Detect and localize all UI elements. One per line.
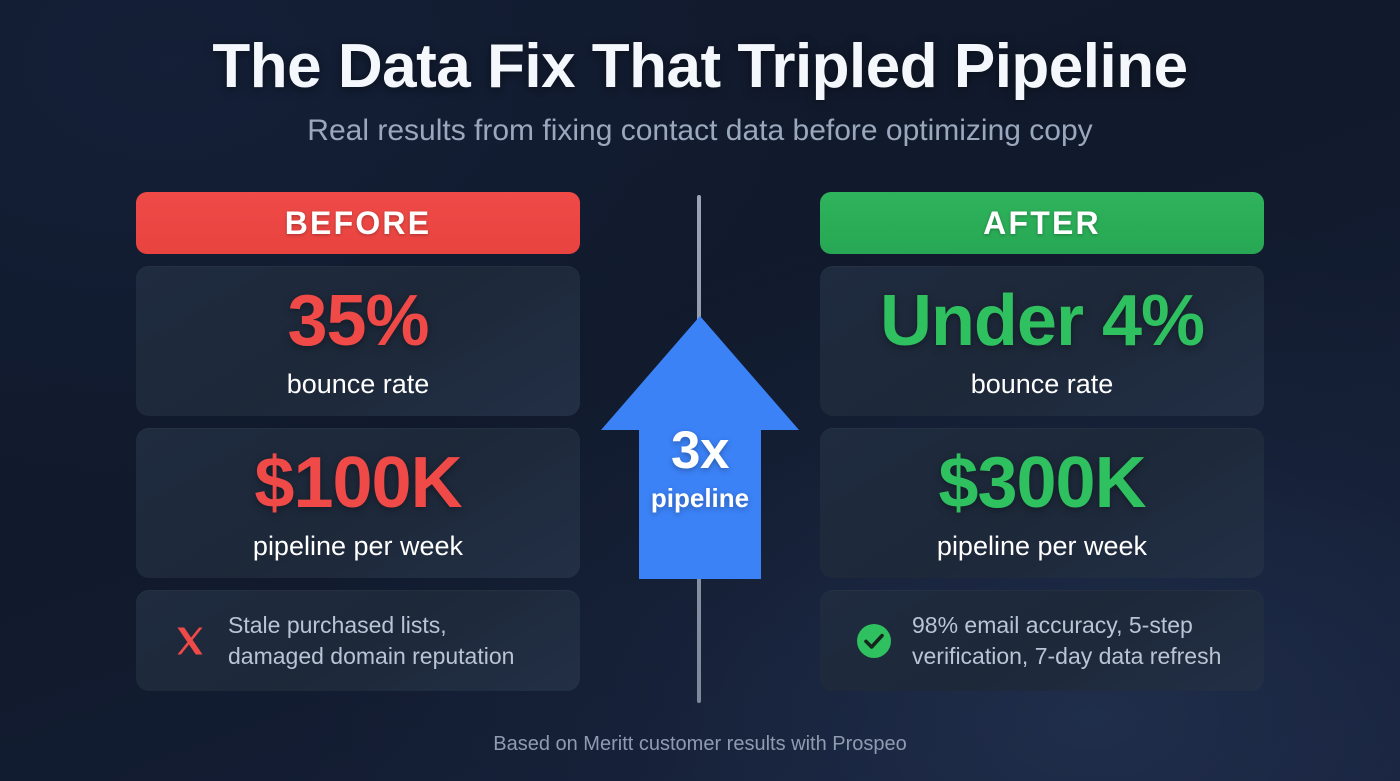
before-stat-label-pipeline: pipeline per week [252,530,464,561]
before-note-line-2: damaged domain reputation [228,642,515,669]
after-stat-value-pipeline: $300K [938,442,1146,523]
after-note-line-1: 98% email accuracy, 5-step [912,611,1193,638]
after-stat-value-bounce-rate: Under 4% [879,280,1205,361]
page-subtitle: Real results from fixing contact data be… [307,113,1093,147]
page-title: The Data Fix That Tripled Pipeline [212,32,1188,101]
header: The Data Fix That Tripled Pipeline Real … [0,32,1400,149]
after-note-text: 98% email accuracy, 5-step verification,… [912,610,1221,671]
after-badge-label: AFTER [983,204,1101,241]
up-arrow-icon: 3x pipeline [601,316,799,579]
after-column: AFTER Under 4% bounce rate $300K pipelin… [820,192,1264,691]
before-stat-value-pipeline: $100K [254,442,462,523]
before-column: BEFORE 35% bounce rate $100K pipeline pe… [136,192,580,691]
before-badge-label: BEFORE [284,204,432,241]
check-circle-icon [854,621,894,661]
after-note-card: 98% email accuracy, 5-step verification,… [820,590,1264,691]
before-note-line-1: Stale purchased lists, [228,611,447,638]
before-stat-value-bounce-rate: 35% [287,280,429,361]
footer-source-note: Based on Meritt customer results with Pr… [493,733,907,755]
after-stat-label-bounce-rate: bounce rate [970,368,1114,399]
after-note-line-2: verification, 7-day data refresh [912,642,1222,669]
after-stat-card-bounce-rate: Under 4% bounce rate [820,266,1264,416]
before-stat-card-pipeline: $100K pipeline per week [136,428,580,578]
after-badge: AFTER [820,192,1264,254]
before-note-card: Stale purchased lists, damaged domain re… [136,590,580,691]
before-note-text: Stale purchased lists, damaged domain re… [228,610,514,671]
x-mark-icon [170,621,210,661]
before-badge: BEFORE [136,192,580,254]
before-stat-label-bounce-rate: bounce rate [286,368,430,399]
after-stat-card-pipeline: $300K pipeline per week [820,428,1264,578]
before-stat-card-bounce-rate: 35% bounce rate [136,266,580,416]
after-stat-label-pipeline: pipeline per week [936,530,1148,561]
